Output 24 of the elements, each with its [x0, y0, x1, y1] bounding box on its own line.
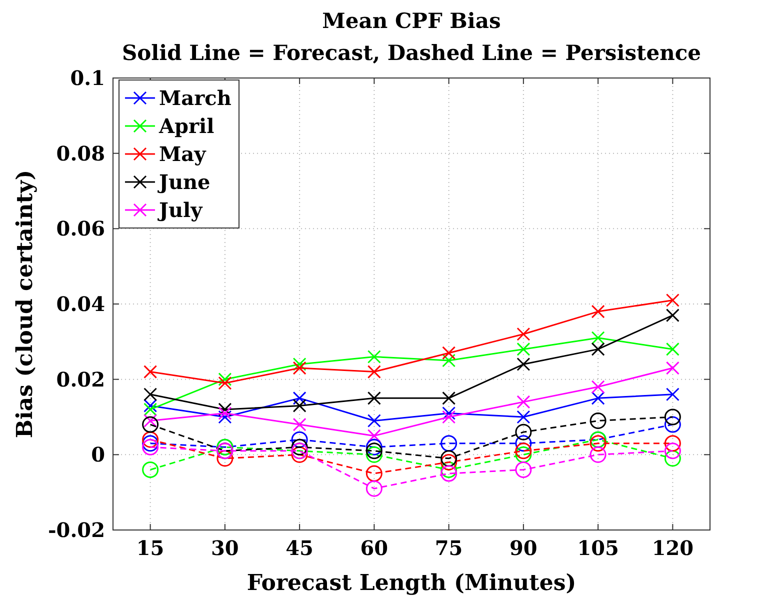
y-tick-label: 0.08	[56, 141, 105, 166]
x-tick-label: 105	[577, 536, 619, 560]
x-tick-label: 15	[136, 536, 164, 560]
y-tick-label: -0.02	[48, 518, 105, 542]
y-tick-label: 0.1	[70, 66, 105, 90]
y-axis-title: Bias (cloud certainty)	[12, 170, 38, 438]
chart-title: Mean CPF Bias	[322, 8, 501, 33]
chart-subtitle: Solid Line = Forecast, Dashed Line = Persistence	[122, 40, 702, 65]
x-axis-title: Forecast Length (Minutes)	[246, 570, 576, 596]
y-tick-label: 0.06	[56, 216, 105, 241]
x-tick-label: 45	[286, 536, 314, 560]
x-tick-label: 60	[360, 536, 388, 560]
legend-label: June	[157, 170, 210, 194]
y-tick-label: 0.02	[56, 367, 105, 392]
legend-label: July	[157, 198, 204, 222]
y-tick-label: 0.04	[56, 292, 106, 316]
x-tick-label: 30	[211, 536, 239, 560]
y-tick-label: 0	[91, 442, 105, 467]
x-tick-label: 90	[510, 536, 538, 560]
x-tick-label: 120	[652, 536, 694, 560]
legend-label: March	[159, 86, 232, 110]
legend-label: May	[159, 142, 208, 166]
legend-label: April	[158, 114, 215, 138]
x-tick-label: 75	[434, 536, 463, 560]
